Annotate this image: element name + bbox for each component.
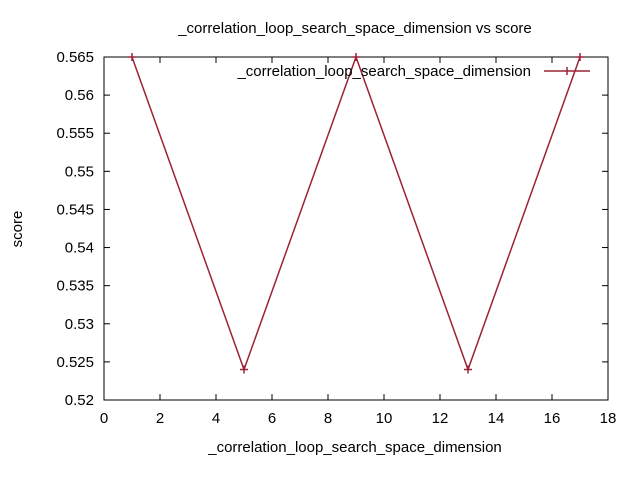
y-tick-label: 0.53 (65, 316, 94, 333)
x-tick-label: 14 (488, 410, 505, 427)
legend-swatch (544, 67, 590, 75)
legend: _correlation_loop_search_space_dimension (236, 63, 590, 80)
x-tick-label: 6 (268, 410, 276, 427)
y-tick-label: 0.56 (65, 87, 94, 104)
legend-label: _correlation_loop_search_space_dimension (236, 63, 531, 80)
x-tick-label: 12 (432, 410, 449, 427)
x-tick-label: 4 (212, 410, 220, 427)
y-tick-label: 0.545 (56, 201, 94, 218)
data-point (240, 365, 248, 374)
x-tick-label: 2 (156, 410, 164, 427)
chart-title: _correlation_loop_search_space_dimension… (177, 20, 532, 37)
data-point (352, 53, 360, 61)
y-tick-label: 0.52 (65, 392, 94, 409)
y-tick-label: 0.565 (56, 49, 94, 66)
y-tick-label: 0.54 (65, 240, 94, 257)
x-axis-ticks: 0 2 4 6 8 10 12 14 16 18 (100, 57, 617, 427)
plot-frame (103, 56, 609, 401)
x-axis-label: _correlation_loop_search_space_dimension (207, 439, 502, 456)
series-line (131, 54, 581, 372)
data-point (576, 53, 584, 61)
y-axis-ticks: 0.52 0.525 0.53 0.535 0.54 0.545 0.55 0.555 0.56… (56, 49, 608, 409)
x-tick-label: 16 (544, 410, 561, 427)
data-point (464, 365, 472, 374)
x-tick-label: 10 (376, 410, 393, 427)
series-layer (128, 53, 584, 374)
y-tick-label: 0.555 (56, 125, 94, 142)
x-tick-label: 0 (100, 410, 108, 427)
data-point (128, 53, 136, 61)
x-tick-label: 8 (324, 410, 332, 427)
x-tick-label: 18 (600, 410, 617, 427)
y-tick-label: 0.525 (56, 354, 94, 371)
y-axis-label: score (9, 211, 26, 248)
y-tick-label: 0.55 (65, 163, 94, 180)
y-tick-label: 0.535 (56, 278, 94, 295)
